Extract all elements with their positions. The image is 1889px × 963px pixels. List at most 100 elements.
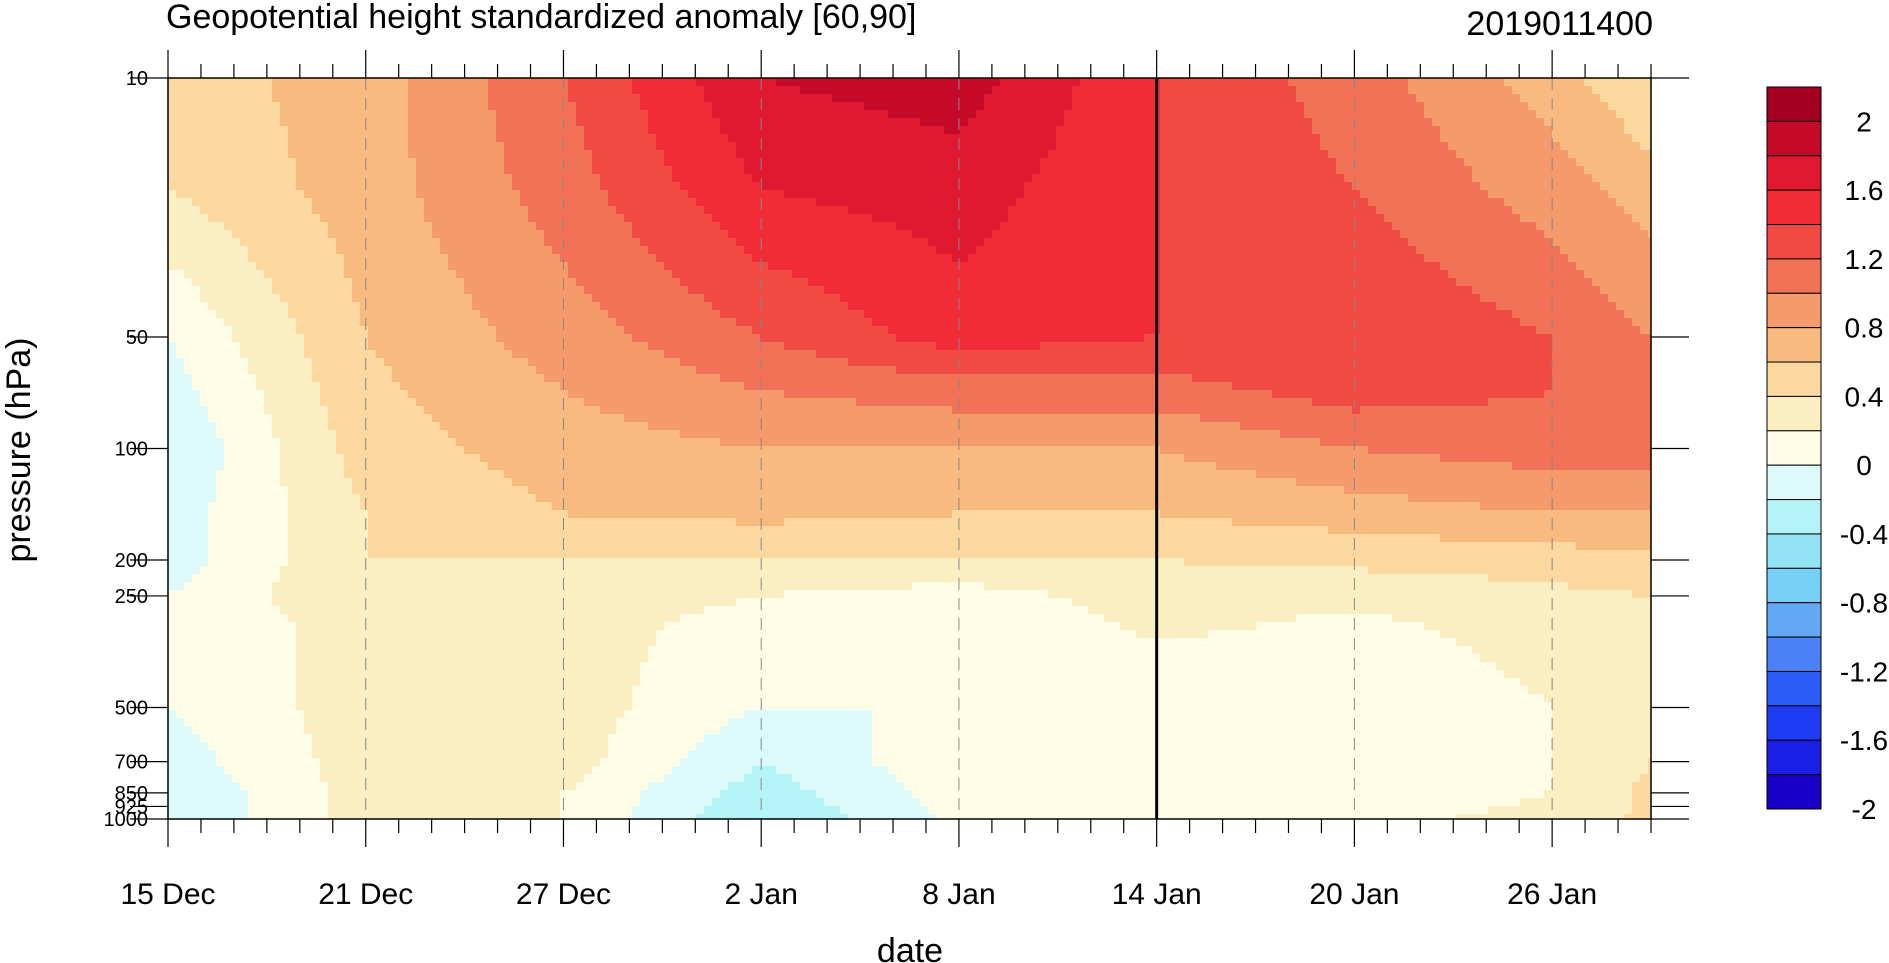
contour-cell bbox=[456, 86, 465, 95]
contour-cell bbox=[664, 142, 673, 151]
contour-cell bbox=[1416, 166, 1425, 175]
contour-cell bbox=[384, 206, 393, 215]
contour-cell bbox=[616, 230, 625, 239]
contour-cell bbox=[1352, 278, 1361, 287]
contour-cell bbox=[1512, 214, 1521, 223]
contour-cell bbox=[1528, 142, 1537, 151]
contour-cell bbox=[1360, 142, 1369, 151]
contour-cell bbox=[1136, 230, 1145, 239]
contour-cell bbox=[416, 182, 425, 191]
contour-cell bbox=[208, 286, 217, 295]
contour-cell bbox=[800, 94, 809, 103]
contour-cell bbox=[776, 198, 785, 207]
contour-cell bbox=[304, 254, 313, 263]
contour-cell bbox=[184, 190, 193, 199]
contour-cell bbox=[400, 86, 409, 95]
contour-cell bbox=[1192, 198, 1201, 207]
contour-cell bbox=[576, 206, 585, 215]
contour-cell bbox=[1560, 142, 1569, 151]
contour-cell bbox=[1592, 182, 1601, 191]
contour-cell bbox=[1168, 94, 1177, 103]
contour-cell bbox=[552, 182, 561, 191]
contour-cell bbox=[584, 86, 593, 95]
contour-cell bbox=[440, 222, 449, 231]
contour-cell bbox=[1208, 174, 1217, 183]
contour-cell bbox=[480, 86, 489, 95]
contour-cell bbox=[1624, 78, 1633, 87]
contour-cell bbox=[1056, 118, 1065, 127]
contour-cell bbox=[1176, 78, 1185, 87]
contour-cell bbox=[1176, 94, 1185, 103]
contour-cell bbox=[232, 86, 241, 95]
contour-cell bbox=[816, 198, 825, 207]
contour-cell bbox=[1120, 278, 1129, 287]
contour-cell bbox=[1168, 134, 1177, 143]
contour-cell bbox=[824, 86, 833, 95]
contour-cell bbox=[520, 166, 529, 175]
contour-cell bbox=[1360, 254, 1369, 263]
contour-cell bbox=[1296, 278, 1305, 287]
contour-cell bbox=[488, 222, 497, 231]
contour-cell bbox=[992, 102, 1001, 111]
contour-cell bbox=[1472, 174, 1481, 183]
contour-cell bbox=[1584, 174, 1593, 183]
contour-cell bbox=[168, 142, 177, 151]
contour-cell bbox=[512, 158, 521, 167]
contour-cell bbox=[1400, 222, 1409, 231]
contour-cell bbox=[488, 102, 497, 111]
contour-cell bbox=[928, 190, 937, 199]
contour-cell bbox=[424, 174, 433, 183]
contour-cell bbox=[488, 206, 497, 215]
contour-cell bbox=[424, 254, 433, 263]
contour-cell bbox=[592, 190, 601, 199]
contour-cell bbox=[1240, 182, 1249, 191]
contour-cell bbox=[568, 278, 577, 287]
contour-cell bbox=[968, 110, 977, 119]
contour-cell bbox=[480, 238, 489, 247]
contour-cell bbox=[1032, 286, 1041, 295]
contour-cell bbox=[400, 254, 409, 263]
contour-cell bbox=[1360, 238, 1369, 247]
contour-cell bbox=[488, 182, 497, 191]
contour-cell bbox=[240, 262, 249, 271]
contour-cell bbox=[1048, 230, 1057, 239]
contour-cell bbox=[280, 118, 289, 127]
contour-cell bbox=[584, 134, 593, 143]
contour-cell bbox=[1256, 174, 1265, 183]
contour-cell bbox=[1208, 86, 1217, 95]
contour-cell bbox=[1328, 190, 1337, 199]
contour-cell bbox=[864, 278, 873, 287]
contour-cell bbox=[1232, 86, 1241, 95]
contour-cell bbox=[976, 134, 985, 143]
contour-cell bbox=[1528, 110, 1537, 119]
contour-cell bbox=[352, 270, 361, 279]
contour-cell bbox=[1528, 198, 1537, 207]
contour-cell bbox=[1024, 262, 1033, 271]
contour-cell bbox=[1584, 190, 1593, 199]
contour-cell bbox=[1024, 134, 1033, 143]
contour-cell bbox=[376, 166, 385, 175]
contour-cell bbox=[512, 254, 521, 263]
contour-cell bbox=[472, 230, 481, 239]
contour-cell bbox=[192, 94, 201, 103]
contour-cell bbox=[1040, 270, 1049, 279]
contour-cell bbox=[1352, 110, 1361, 119]
contour-cell bbox=[904, 206, 913, 215]
contour-cell bbox=[232, 238, 241, 247]
contour-cell bbox=[296, 110, 305, 119]
contour-cell bbox=[920, 150, 929, 159]
contour-cell bbox=[808, 198, 817, 207]
contour-cell bbox=[1088, 238, 1097, 247]
contour-cell bbox=[360, 262, 369, 271]
contour-cell bbox=[1040, 254, 1049, 263]
contour-cell bbox=[224, 134, 233, 143]
contour-cell bbox=[928, 174, 937, 183]
contour-cell bbox=[848, 142, 857, 151]
contour-cell bbox=[824, 166, 833, 175]
contour-cell bbox=[1480, 126, 1489, 135]
contour-cell bbox=[1368, 134, 1377, 143]
contour-cell bbox=[864, 174, 873, 183]
contour-cell bbox=[552, 206, 561, 215]
contour-cell bbox=[1544, 254, 1553, 263]
contour-cell bbox=[816, 246, 825, 255]
